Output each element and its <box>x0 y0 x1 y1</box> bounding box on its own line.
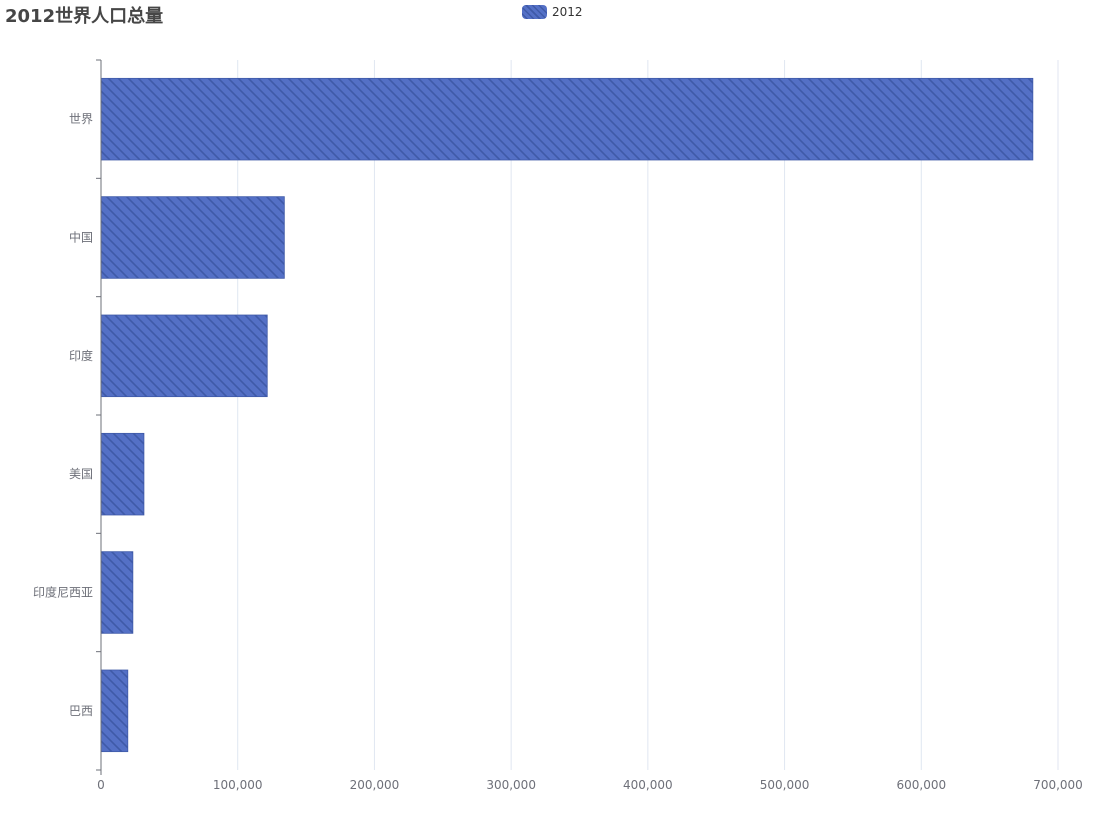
x-tick-label: 100,000 <box>213 778 263 792</box>
bar <box>100 551 134 634</box>
x-tick-label: 700,000 <box>1033 778 1083 792</box>
x-tick-label: 300,000 <box>486 778 536 792</box>
bar <box>100 669 129 753</box>
y-tick-label: 美国 <box>69 467 93 481</box>
x-tick-label: 600,000 <box>896 778 946 792</box>
axes <box>96 59 102 775</box>
bar <box>100 196 285 279</box>
y-tick-label: 中国 <box>69 230 93 245</box>
chart-title: 2012世界人口总量 <box>5 6 164 27</box>
tick-labels: 0 100,000 200,000 300,000 400,000 500,000 600,… <box>33 112 1083 792</box>
x-tick-label: 400,000 <box>623 778 673 792</box>
x-tick-label: 500,000 <box>760 778 810 792</box>
legend-label: 2012 <box>552 5 583 19</box>
y-tick-label: 巴西 <box>69 704 93 718</box>
bars <box>100 77 1034 753</box>
y-tick-label: 印度尼西亚 <box>33 585 93 600</box>
y-tick-label: 世界 <box>69 112 93 126</box>
bar <box>100 432 145 516</box>
x-tick-label: 200,000 <box>350 778 400 792</box>
grid-lines <box>237 60 1059 770</box>
bar <box>100 77 1034 161</box>
y-tick-label: 印度 <box>69 348 93 363</box>
bar <box>100 314 268 398</box>
legend-swatch <box>522 5 547 19</box>
legend[interactable]: 2012 <box>522 4 583 20</box>
x-tick-label: 0 <box>97 778 105 792</box>
